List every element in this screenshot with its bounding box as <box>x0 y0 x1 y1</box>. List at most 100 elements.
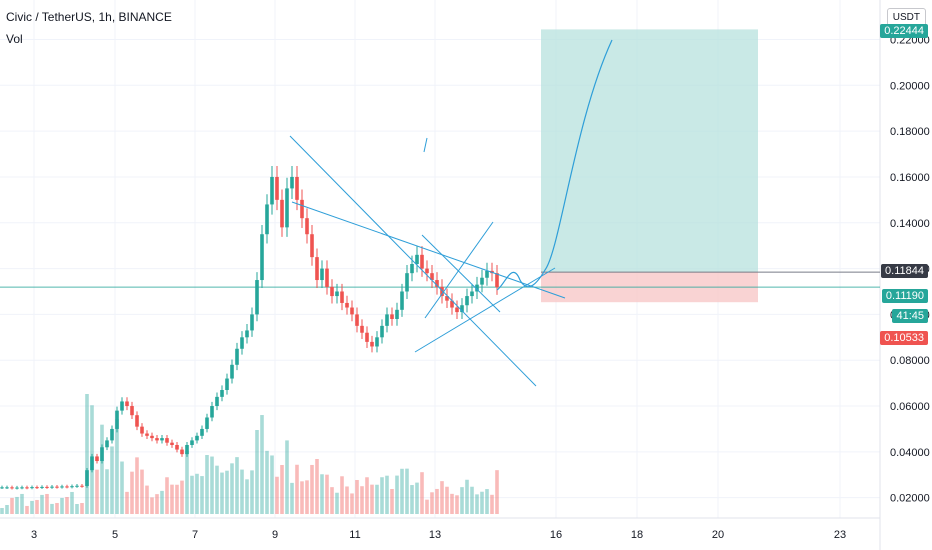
candle-body <box>15 487 19 489</box>
candle-body <box>185 444 189 455</box>
candle-body <box>135 415 139 427</box>
y-tick-label: 0.18000 <box>890 126 930 138</box>
volume-bar <box>430 492 434 514</box>
volume-bar <box>210 456 214 514</box>
volume-bar <box>405 468 409 514</box>
volume-bar <box>70 491 74 514</box>
volume-bar <box>80 503 84 514</box>
volume-bar <box>485 489 489 514</box>
candle-body <box>365 332 369 342</box>
candle-body <box>295 176 299 200</box>
volume-legend: Vol <box>6 32 23 46</box>
candle-body <box>5 487 9 489</box>
candle-body <box>315 257 319 281</box>
candle-body <box>445 296 449 301</box>
volume-bar <box>50 503 54 514</box>
candle-body <box>35 487 39 489</box>
volume-bar <box>120 461 124 514</box>
trend-line <box>423 137 428 153</box>
x-tick-label: 9 <box>272 529 278 541</box>
volume-bar <box>175 484 179 514</box>
volume-bar <box>155 494 159 514</box>
candle-body <box>50 486 54 488</box>
volume-bar <box>230 463 234 514</box>
volume-bar <box>260 415 264 514</box>
candle-body <box>390 314 394 319</box>
volume-bar <box>490 494 494 514</box>
candle-body <box>235 348 239 365</box>
candle-body <box>215 396 219 407</box>
candle-body <box>100 447 104 462</box>
volume-bar <box>475 494 479 514</box>
x-tick-label: 11 <box>349 529 360 541</box>
candle-body <box>380 325 384 338</box>
candle-body <box>320 268 324 281</box>
candle-body <box>335 291 339 297</box>
candle-body <box>75 485 79 487</box>
candle-body <box>190 440 194 445</box>
candle-body <box>225 378 229 390</box>
candle-body <box>440 286 444 297</box>
candle-body <box>210 406 214 418</box>
volume-bar <box>300 481 304 514</box>
candle-body <box>285 188 289 228</box>
volume-bar <box>180 480 184 514</box>
volume-bar <box>435 488 439 514</box>
candle-body <box>30 487 34 489</box>
volume-bar <box>225 470 229 514</box>
volume-bar <box>315 459 319 514</box>
trend-line <box>289 135 537 387</box>
candle-body <box>310 234 314 258</box>
candle-body <box>170 442 174 445</box>
volume-bar <box>145 485 149 514</box>
volume-bar <box>200 476 204 514</box>
volume-bar <box>255 430 259 514</box>
candle-body <box>125 401 129 407</box>
volume-bar <box>40 494 44 514</box>
volume-bar <box>95 469 99 514</box>
candle-body <box>435 280 439 287</box>
candle-body <box>220 390 224 397</box>
profit-zone <box>541 29 758 273</box>
candle-body <box>460 305 464 313</box>
volume-bar <box>75 504 79 514</box>
last-price-badge: 0.11190 <box>881 289 928 303</box>
candle-body <box>10 487 14 489</box>
volume-bar <box>460 487 464 514</box>
volume-bar <box>290 482 294 514</box>
volume-bar <box>285 440 289 514</box>
volume-bar <box>380 477 384 514</box>
volume-bar <box>15 496 19 514</box>
volume-bar <box>100 424 104 514</box>
candle-body <box>95 456 99 462</box>
volume-bar <box>60 497 64 514</box>
volume-bar <box>135 457 139 514</box>
candle-body <box>70 486 74 488</box>
volume-bar <box>205 455 209 514</box>
forecast-path <box>496 39 613 291</box>
y-tick-label: 0.02000 <box>890 493 930 505</box>
volume-bar <box>270 455 274 514</box>
x-tick-label: 5 <box>112 529 118 541</box>
candle-body <box>370 341 374 347</box>
volume-bar <box>305 480 309 514</box>
trend-line <box>291 201 566 299</box>
y-tick-label: 0.04000 <box>890 447 930 459</box>
volume-bar <box>55 502 59 514</box>
volume-bar <box>240 469 244 514</box>
volume-bar <box>125 491 129 514</box>
candle-body <box>40 486 44 488</box>
candle-body <box>385 314 389 326</box>
volume-bar <box>165 477 169 514</box>
candle-body <box>470 291 474 297</box>
candle-body <box>360 325 364 333</box>
candle-body <box>485 270 489 278</box>
volume-bar <box>150 497 154 514</box>
target-price-badge: 0.22444 <box>880 24 928 38</box>
volume-bar <box>235 457 239 514</box>
volume-bar <box>340 476 344 514</box>
volume-bar <box>425 499 429 514</box>
candle-body <box>165 438 169 443</box>
candle-body <box>155 438 159 441</box>
